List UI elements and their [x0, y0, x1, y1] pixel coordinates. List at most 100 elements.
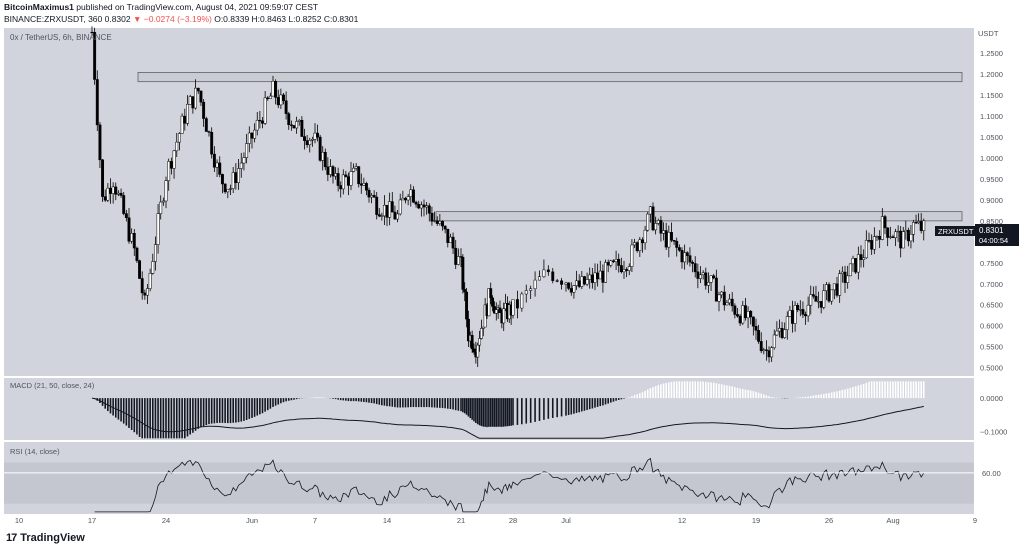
- candle: [909, 225, 913, 249]
- candle: [654, 216, 658, 235]
- candle: [733, 303, 737, 319]
- candle: [706, 272, 710, 294]
- candle: [749, 310, 753, 325]
- candle: [583, 275, 586, 286]
- candle: [878, 230, 882, 249]
- candle: [883, 214, 887, 235]
- candle: [489, 282, 493, 305]
- candle: [456, 248, 460, 266]
- candle: [801, 301, 805, 319]
- price-tick-label: 1.1000: [980, 112, 1003, 121]
- candle: [188, 94, 192, 105]
- publish-info: BitcoinMaximus1 published on TradingView…: [4, 2, 318, 12]
- candle: [153, 236, 157, 271]
- candle: [785, 311, 789, 340]
- candle: [245, 133, 249, 164]
- candle: [443, 225, 447, 234]
- candle: [180, 113, 184, 134]
- candle: [377, 208, 381, 218]
- candle: [191, 96, 195, 114]
- candle: [289, 120, 293, 131]
- time-axis[interactable]: 10 17 24 Jun 7 14 21 28 Jul 12 19 26 Aug 9: [15, 516, 977, 525]
- candle: [239, 152, 243, 178]
- candle: [292, 125, 296, 129]
- candle: [274, 79, 278, 105]
- candle: [199, 90, 203, 106]
- candle: [862, 249, 866, 268]
- candle: [223, 183, 227, 194]
- candle: [922, 218, 926, 241]
- candle: [242, 152, 246, 171]
- candle: [759, 332, 763, 354]
- candle: [430, 206, 434, 226]
- candle: [167, 158, 171, 191]
- symbol-line: BINANCE:ZRXUSDT, 360 0.8302: [4, 14, 133, 24]
- candle: [651, 202, 655, 232]
- candle: [551, 268, 555, 284]
- candle: [481, 326, 485, 337]
- macd-signal-line: [91, 397, 924, 439]
- candle: [459, 248, 463, 267]
- candle: [476, 342, 480, 367]
- candle: [207, 130, 211, 137]
- candle: [672, 239, 676, 245]
- candle: [210, 127, 214, 159]
- candle: [730, 292, 734, 312]
- candle: [331, 165, 335, 184]
- time-tick-label: 14: [383, 516, 391, 525]
- candle: [287, 111, 291, 130]
- candle: [316, 124, 320, 142]
- candle: [212, 146, 216, 172]
- candle: [398, 193, 402, 216]
- rsi-tick-label: 60.00: [982, 469, 1001, 478]
- candle: [98, 121, 102, 169]
- rsi-line: [94, 457, 925, 513]
- candle: [140, 271, 144, 300]
- price-tick-label: 0.7000: [980, 280, 1003, 289]
- candle: [722, 285, 726, 311]
- candle: [138, 259, 142, 280]
- resistance-zone[interactable]: [137, 72, 963, 83]
- candle: [451, 232, 455, 254]
- candle: [284, 91, 288, 120]
- candle: [864, 230, 868, 259]
- price-tick-label: 0.6500: [980, 301, 1003, 310]
- candle: [572, 284, 576, 299]
- tradingview-footer[interactable]: 17 TradingView: [6, 532, 85, 544]
- candle: [912, 219, 915, 243]
- resistance-zone[interactable]: [435, 211, 963, 222]
- candle: [827, 282, 831, 303]
- candle: [683, 244, 687, 270]
- trading-chart[interactable]: USDT 1.2500 1.2000 1.1500 1.1000 1.0500 1.0000…: [0, 26, 1024, 530]
- candle: [124, 209, 128, 222]
- author-name[interactable]: BitcoinMaximus1: [4, 2, 74, 12]
- candle: [619, 257, 623, 274]
- candle: [796, 302, 800, 313]
- candle: [218, 156, 222, 178]
- candle: [717, 291, 721, 312]
- candle: [177, 132, 181, 151]
- candle: [699, 266, 702, 283]
- candle: [282, 93, 285, 105]
- macd-tick-label: 0.0000: [980, 394, 1003, 403]
- candle: [875, 235, 879, 242]
- candle: [751, 316, 755, 336]
- candle: [375, 191, 379, 220]
- price-axis[interactable]: USDT 1.2500 1.2000 1.1500 1.1000 1.0500 1.0000…: [978, 29, 1003, 373]
- candle: [524, 284, 528, 303]
- candle: [533, 271, 537, 297]
- candle: [822, 284, 826, 310]
- time-tick-label: 17: [88, 516, 96, 525]
- candle: [646, 211, 650, 232]
- candle: [151, 253, 155, 275]
- candle: [754, 318, 758, 340]
- candle: [494, 302, 498, 321]
- candle: [237, 158, 241, 190]
- candle: [478, 330, 482, 352]
- candle: [263, 90, 267, 125]
- candle: [712, 273, 716, 280]
- candle: [396, 210, 400, 223]
- candle: [870, 234, 874, 255]
- candle: [414, 200, 418, 208]
- candle: [736, 307, 739, 318]
